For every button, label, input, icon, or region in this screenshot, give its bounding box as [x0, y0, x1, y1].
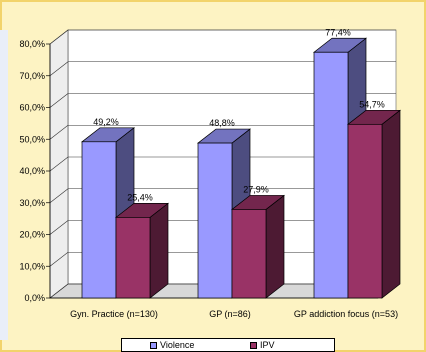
bar-side-ipv-0 — [149, 202, 169, 299]
data-label-violence-0: 49,2% — [93, 117, 119, 127]
data-label-violence-1: 48,8% — [209, 118, 235, 128]
bar-violence-2 — [313, 51, 349, 299]
data-labels: 49,2% 25,4% 48,8% 27,9% 77,4% 54,7% — [93, 27, 385, 202]
gridline-side — [49, 125, 69, 140]
gridline-side — [49, 29, 69, 45]
bar-ipv-1 — [231, 209, 267, 299]
legend-label-ipv: IPV — [260, 340, 275, 350]
gridline-side — [49, 156, 69, 172]
bar-violence-0 — [81, 141, 117, 299]
y-tick-label: 30,0% — [19, 198, 45, 208]
chart-edge-left — [0, 30, 8, 340]
y-tick-label: 40,0% — [19, 166, 45, 176]
legend-item-ipv: IPV — [250, 339, 275, 351]
bar-violence-1 — [197, 142, 233, 299]
gridline-side — [49, 283, 69, 299]
bar-ipv-0 — [115, 217, 151, 299]
bars — [80, 37, 402, 299]
gridline-side — [49, 252, 69, 267]
y-tick-label: 20,0% — [19, 230, 45, 240]
y-tick-label: 70,0% — [19, 71, 45, 81]
data-label-violence-2: 77,4% — [325, 27, 351, 37]
y-tick-label: 60,0% — [19, 103, 45, 113]
data-label-ipv-1: 27,9% — [243, 184, 269, 194]
gridline-side — [49, 61, 69, 76]
category-label-1: GP (n=86) — [209, 309, 251, 319]
category-label-2: GP addiction focus (n=53) — [294, 309, 398, 319]
y-tick-label: 80,0% — [19, 39, 45, 49]
gridline-side — [49, 93, 69, 108]
legend-swatch-ipv — [250, 341, 257, 349]
legend-swatch-violence — [150, 341, 157, 349]
y-tick-label: 0,0% — [24, 293, 45, 303]
bar-side-ipv-2 — [381, 109, 401, 299]
bar-ipv-2 — [347, 123, 383, 299]
legend-item-violence: Violence — [150, 339, 194, 351]
gridline-side — [49, 188, 69, 203]
legend: Violence IPV — [121, 338, 335, 352]
data-label-ipv-2: 54,7% — [359, 99, 385, 109]
bar-side-ipv-1 — [265, 194, 285, 299]
data-label-ipv-0: 25,4% — [127, 192, 153, 202]
legend-label-violence: Violence — [160, 340, 195, 350]
y-tick-label: 50,0% — [19, 134, 45, 144]
gridline-side — [49, 220, 69, 235]
category-label-0: Gyn. Practice (n=130) — [70, 309, 158, 319]
y-tick-label: 10,0% — [19, 261, 45, 271]
x-axis-categories: Gyn. Practice (n=130) GP (n=86) GP addicti… — [70, 309, 398, 319]
